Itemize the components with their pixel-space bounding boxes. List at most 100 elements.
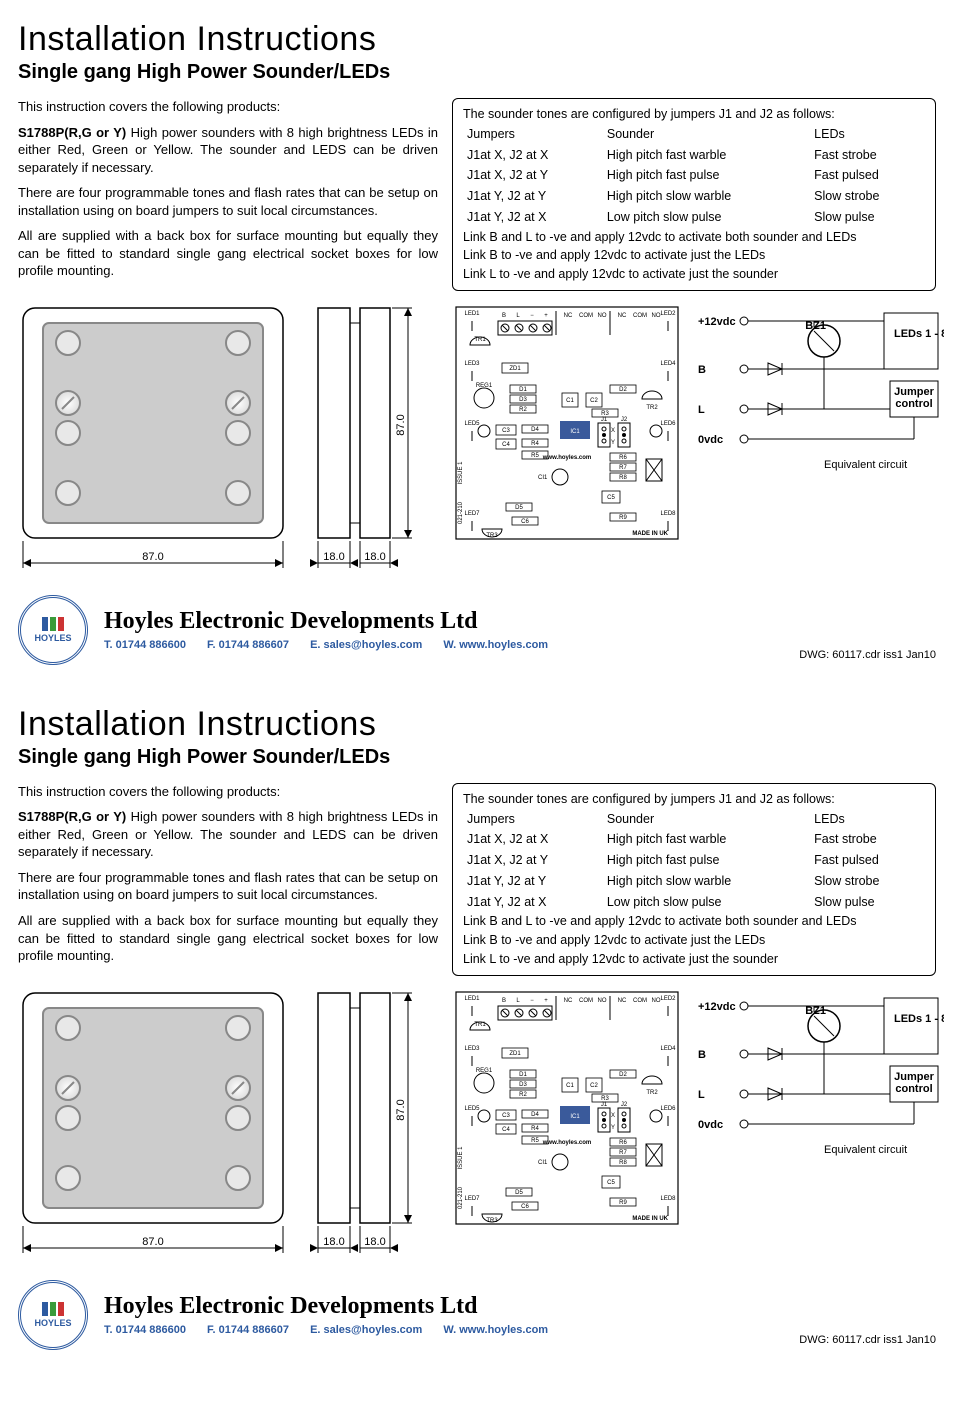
config-sounder: High pitch slow warble: [603, 871, 810, 892]
svg-text:TR1: TR1: [474, 337, 486, 343]
hoyles-logo: HOYLES: [18, 595, 88, 665]
page-subtitle: Single gang High Power Sounder/LEDs: [18, 746, 936, 769]
svg-text:www.hoyles.com: www.hoyles.com: [542, 455, 591, 461]
intro-line: This instruction covers the following pr…: [18, 783, 438, 801]
svg-text:D2: D2: [619, 387, 627, 393]
config-jumpers: J1at Y, J2 at X: [463, 892, 603, 913]
svg-text:021-210: 021-210: [458, 501, 464, 524]
equivalent-circuit-diagram: +12vdc B L 0vdc BZ1 LEDs 1 - 8 Jumper co…: [694, 303, 944, 503]
svg-text:TR2: TR2: [646, 405, 658, 411]
svg-text:R8: R8: [619, 475, 627, 481]
svg-text:J2: J2: [621, 1102, 628, 1108]
svg-text:C5: C5: [607, 1180, 615, 1186]
svg-text:www.hoyles.com: www.hoyles.com: [542, 1140, 591, 1146]
para-mounting: All are supplied with a back box for sur…: [18, 227, 438, 280]
dim-front-w: 87.0: [142, 551, 163, 563]
svg-text:D1: D1: [519, 387, 527, 393]
contacts: T. 01744 886600 F. 01744 886607 E. sales…: [104, 639, 566, 651]
col-leds: LEDs: [810, 809, 925, 830]
svg-text:B: B: [502, 313, 506, 319]
svg-text:X: X: [611, 428, 615, 434]
svg-text:LED8: LED8: [660, 511, 676, 517]
config-header-row: Jumpers Sounder LEDs: [463, 809, 925, 830]
svg-text:−: −: [530, 998, 534, 1004]
dim-side-d: 18.0: [323, 551, 344, 563]
svg-text:+: +: [544, 998, 548, 1004]
svg-text:CI1: CI1: [538, 475, 548, 481]
svg-text:J2: J2: [621, 417, 628, 423]
side-profile-diagram: 87.0 18.0 18.0: [310, 988, 440, 1268]
config-row: J1at X, J2 at X High pitch fast warble F…: [463, 829, 925, 850]
drawing-number: DWG: 60117.cdr iss1 Jan10: [799, 649, 936, 665]
jumper-config-box: The sounder tones are configured by jump…: [452, 783, 936, 976]
svg-text:R7: R7: [619, 465, 627, 471]
svg-text:J1: J1: [601, 417, 608, 423]
svg-text:COM: COM: [579, 313, 593, 319]
svg-text:LEDs 1 - 8: LEDs 1 - 8: [894, 1013, 944, 1025]
config-sounder: High pitch fast pulse: [603, 165, 810, 186]
svg-text:R5: R5: [531, 453, 539, 459]
svg-text:R9: R9: [619, 1200, 627, 1206]
svg-text:R2: R2: [519, 1092, 527, 1098]
pcb-diagram: LED1 B L − + NC COM NO NC COM NO LED2 TR…: [452, 303, 682, 553]
footer: HOYLES Hoyles Electronic Developments Lt…: [18, 595, 936, 665]
svg-text:L: L: [516, 998, 520, 1004]
config-table: Jumpers Sounder LEDs J1at X, J2 at X Hig…: [463, 124, 925, 228]
svg-text:0vdc: 0vdc: [698, 1119, 723, 1131]
front-plate-diagram: 87.0: [18, 988, 298, 1268]
config-leds: Slow strobe: [810, 871, 925, 892]
svg-text:ISSUE 1: ISSUE 1: [458, 461, 464, 485]
svg-text:R4: R4: [531, 441, 539, 447]
svg-text:NO: NO: [652, 313, 661, 319]
config-row: J1at Y, J2 at X Low pitch slow pulse Slo…: [463, 207, 925, 228]
svg-text:L: L: [516, 313, 520, 319]
svg-text:C4: C4: [502, 1127, 510, 1133]
svg-text:B: B: [698, 1049, 706, 1061]
link-note-2: Link B to -ve and apply 12vdc to activat…: [463, 246, 925, 265]
hoyles-logo: HOYLES: [18, 1280, 88, 1350]
svg-text:R4: R4: [531, 1126, 539, 1132]
svg-text:+: +: [544, 313, 548, 319]
dim-side-h: 87.0: [395, 1099, 407, 1120]
config-header: The sounder tones are configured by jump…: [463, 790, 925, 809]
svg-text:L: L: [698, 404, 705, 416]
svg-text:C2: C2: [590, 398, 598, 404]
svg-text:IC1: IC1: [570, 1114, 580, 1120]
svg-text:+12vdc: +12vdc: [698, 316, 736, 328]
contact-email: E. sales@hoyles.com: [310, 1324, 422, 1336]
svg-text:NC: NC: [564, 998, 573, 1004]
svg-text:R5: R5: [531, 1138, 539, 1144]
svg-text:Equivalent circuit: Equivalent circuit: [824, 459, 907, 471]
product-line: S1788P(R,G or Y) High power sounders wit…: [18, 124, 438, 177]
col-sounder: Sounder: [603, 809, 810, 830]
config-row: J1at X, J2 at Y High pitch fast pulse Fa…: [463, 165, 925, 186]
svg-text:Y: Y: [611, 1125, 615, 1131]
config-row: J1at Y, J2 at X Low pitch slow pulse Slo…: [463, 892, 925, 913]
svg-text:D4: D4: [531, 427, 539, 433]
svg-text:BZ1: BZ1: [805, 1005, 826, 1017]
svg-text:J1: J1: [601, 1102, 608, 1108]
side-profile-diagram: 87.0 18.0 18.0: [310, 303, 440, 583]
svg-text:TR1: TR1: [474, 1022, 486, 1028]
svg-text:control: control: [895, 1083, 932, 1095]
svg-text:LED4: LED4: [660, 1046, 676, 1052]
col-jumpers: Jumpers: [463, 809, 603, 830]
svg-text:D2: D2: [619, 1072, 627, 1078]
svg-text:LED5: LED5: [464, 1106, 480, 1112]
config-row: J1at Y, J2 at Y High pitch slow warble S…: [463, 186, 925, 207]
svg-text:TR3: TR3: [486, 533, 498, 539]
svg-text:MADE IN UK: MADE IN UK: [632, 531, 668, 537]
front-plate: 87.0: [18, 303, 298, 583]
svg-text:COM: COM: [633, 313, 647, 319]
product-code: S1788P(R,G or Y): [18, 125, 126, 140]
svg-text:LED7: LED7: [464, 511, 480, 517]
svg-text:TR2: TR2: [646, 1090, 658, 1096]
config-leds: Fast pulsed: [810, 165, 925, 186]
company-name: Hoyles Electronic Developments Ltd: [104, 608, 566, 635]
svg-text:C6: C6: [521, 1204, 529, 1210]
svg-text:LED2: LED2: [660, 996, 676, 1002]
config-sounder: High pitch fast warble: [603, 829, 810, 850]
svg-text:NO: NO: [652, 998, 661, 1004]
para-tones: There are four programmable tones and fl…: [18, 869, 438, 904]
config-header: The sounder tones are configured by jump…: [463, 105, 925, 124]
